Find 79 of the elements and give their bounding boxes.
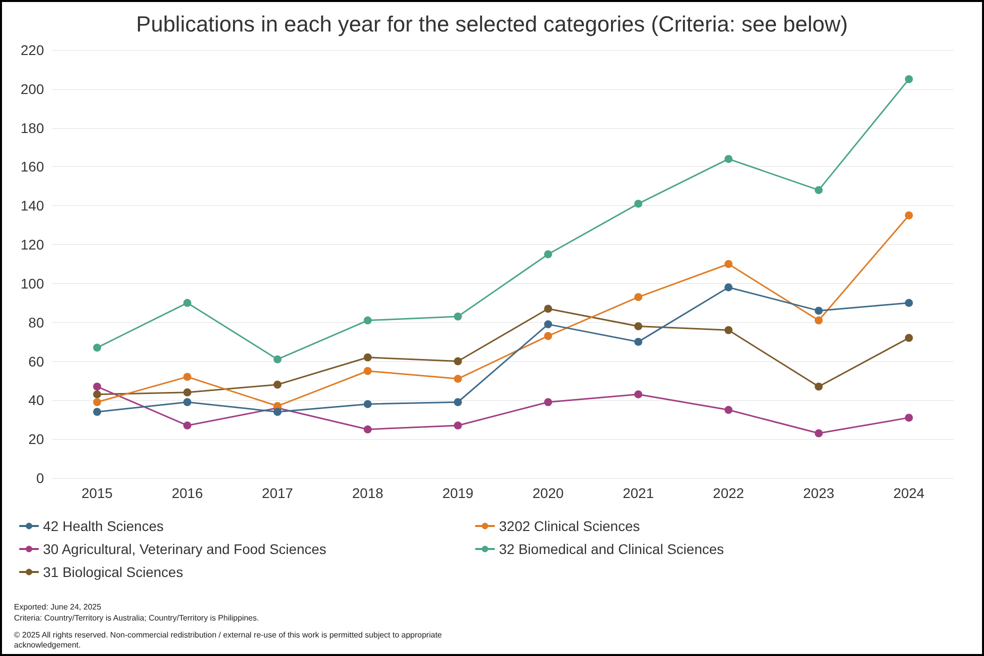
legend-label: 3202 Clinical Sciences — [499, 518, 640, 534]
legend-label: 42 Health Sciences — [43, 518, 164, 534]
point — [364, 425, 372, 434]
point — [634, 322, 642, 330]
text: Criteria: Country/Territory is Australia; Country/Territory is Philippines. — [14, 614, 259, 622]
point — [814, 186, 823, 194]
y-tick-label: 200 — [20, 80, 44, 97]
point — [544, 332, 552, 340]
y-tick-label: 140 — [20, 198, 44, 214]
point — [183, 398, 192, 406]
x-tick-label: 2016 — [172, 485, 204, 501]
point — [544, 398, 552, 406]
y-tick-label: 40 — [28, 392, 44, 408]
legend-label: 32 Biomedical and Clinical Sciences — [499, 541, 724, 557]
y-tick-label: 180 — [20, 120, 44, 136]
point — [544, 320, 552, 328]
point — [364, 353, 372, 362]
point — [274, 355, 282, 364]
x-tick-label: 2017 — [262, 485, 294, 501]
point — [814, 306, 823, 315]
point — [183, 372, 192, 381]
x-tick-label: 2018 — [352, 485, 384, 501]
point — [274, 408, 282, 416]
y-tick-label: 160 — [20, 158, 44, 175]
y-tick-label: 220 — [20, 42, 44, 58]
point — [724, 260, 732, 268]
point — [724, 406, 732, 414]
point — [364, 367, 372, 375]
text: Exported: June 24, 2025 — [14, 602, 102, 612]
point — [454, 421, 462, 430]
chart-title: Publications in each year for the selected categories (Criteria: see below) — [136, 12, 848, 36]
point — [814, 316, 823, 324]
point — [93, 408, 102, 416]
point — [634, 338, 642, 346]
point — [814, 429, 823, 438]
point — [904, 414, 913, 422]
point — [724, 326, 732, 334]
point — [183, 298, 192, 307]
point — [93, 344, 102, 352]
point — [454, 398, 462, 406]
point — [904, 75, 913, 84]
y-tick-label: 60 — [28, 353, 44, 370]
point — [183, 421, 192, 430]
legend-label: 31 Biological Sciences — [43, 564, 184, 580]
point — [364, 316, 372, 324]
point — [454, 374, 462, 383]
text: © 2025 All rights reserved. Non-commercial redistribution / external re-use of this work is permitted subject to appropriate acknowledgement. — [14, 630, 444, 650]
point — [724, 154, 732, 163]
point — [904, 334, 913, 342]
point — [634, 293, 642, 302]
y-tick-label: 100 — [20, 275, 44, 292]
x-tick-label: 2022 — [712, 485, 744, 501]
x-tick-label: 2024 — [893, 485, 925, 501]
point — [634, 200, 642, 208]
y-tick-label: 120 — [20, 236, 44, 253]
point — [634, 390, 642, 398]
point — [454, 312, 462, 321]
point — [274, 380, 282, 389]
y-tick-label: 80 — [28, 314, 44, 330]
legend-label: 30 Agricultural, Veterinary and Food Sciences — [43, 541, 326, 557]
point — [364, 400, 372, 408]
point — [183, 388, 192, 396]
point — [454, 357, 462, 366]
point — [93, 390, 102, 398]
point — [724, 283, 732, 292]
y-tick-label: 20 — [28, 431, 44, 448]
point — [93, 382, 102, 391]
x-tick-label: 2021 — [622, 485, 654, 501]
x-tick-label: 2020 — [532, 485, 564, 501]
y-tick-label: 0 — [36, 470, 44, 486]
point — [544, 304, 552, 313]
x-tick-label: 2019 — [442, 485, 474, 501]
x-tick-label: 2015 — [82, 485, 113, 501]
point — [814, 382, 823, 391]
point — [544, 250, 552, 258]
point — [904, 211, 913, 220]
point — [904, 298, 913, 307]
x-tick-label: 2023 — [803, 485, 834, 501]
point — [93, 398, 102, 406]
